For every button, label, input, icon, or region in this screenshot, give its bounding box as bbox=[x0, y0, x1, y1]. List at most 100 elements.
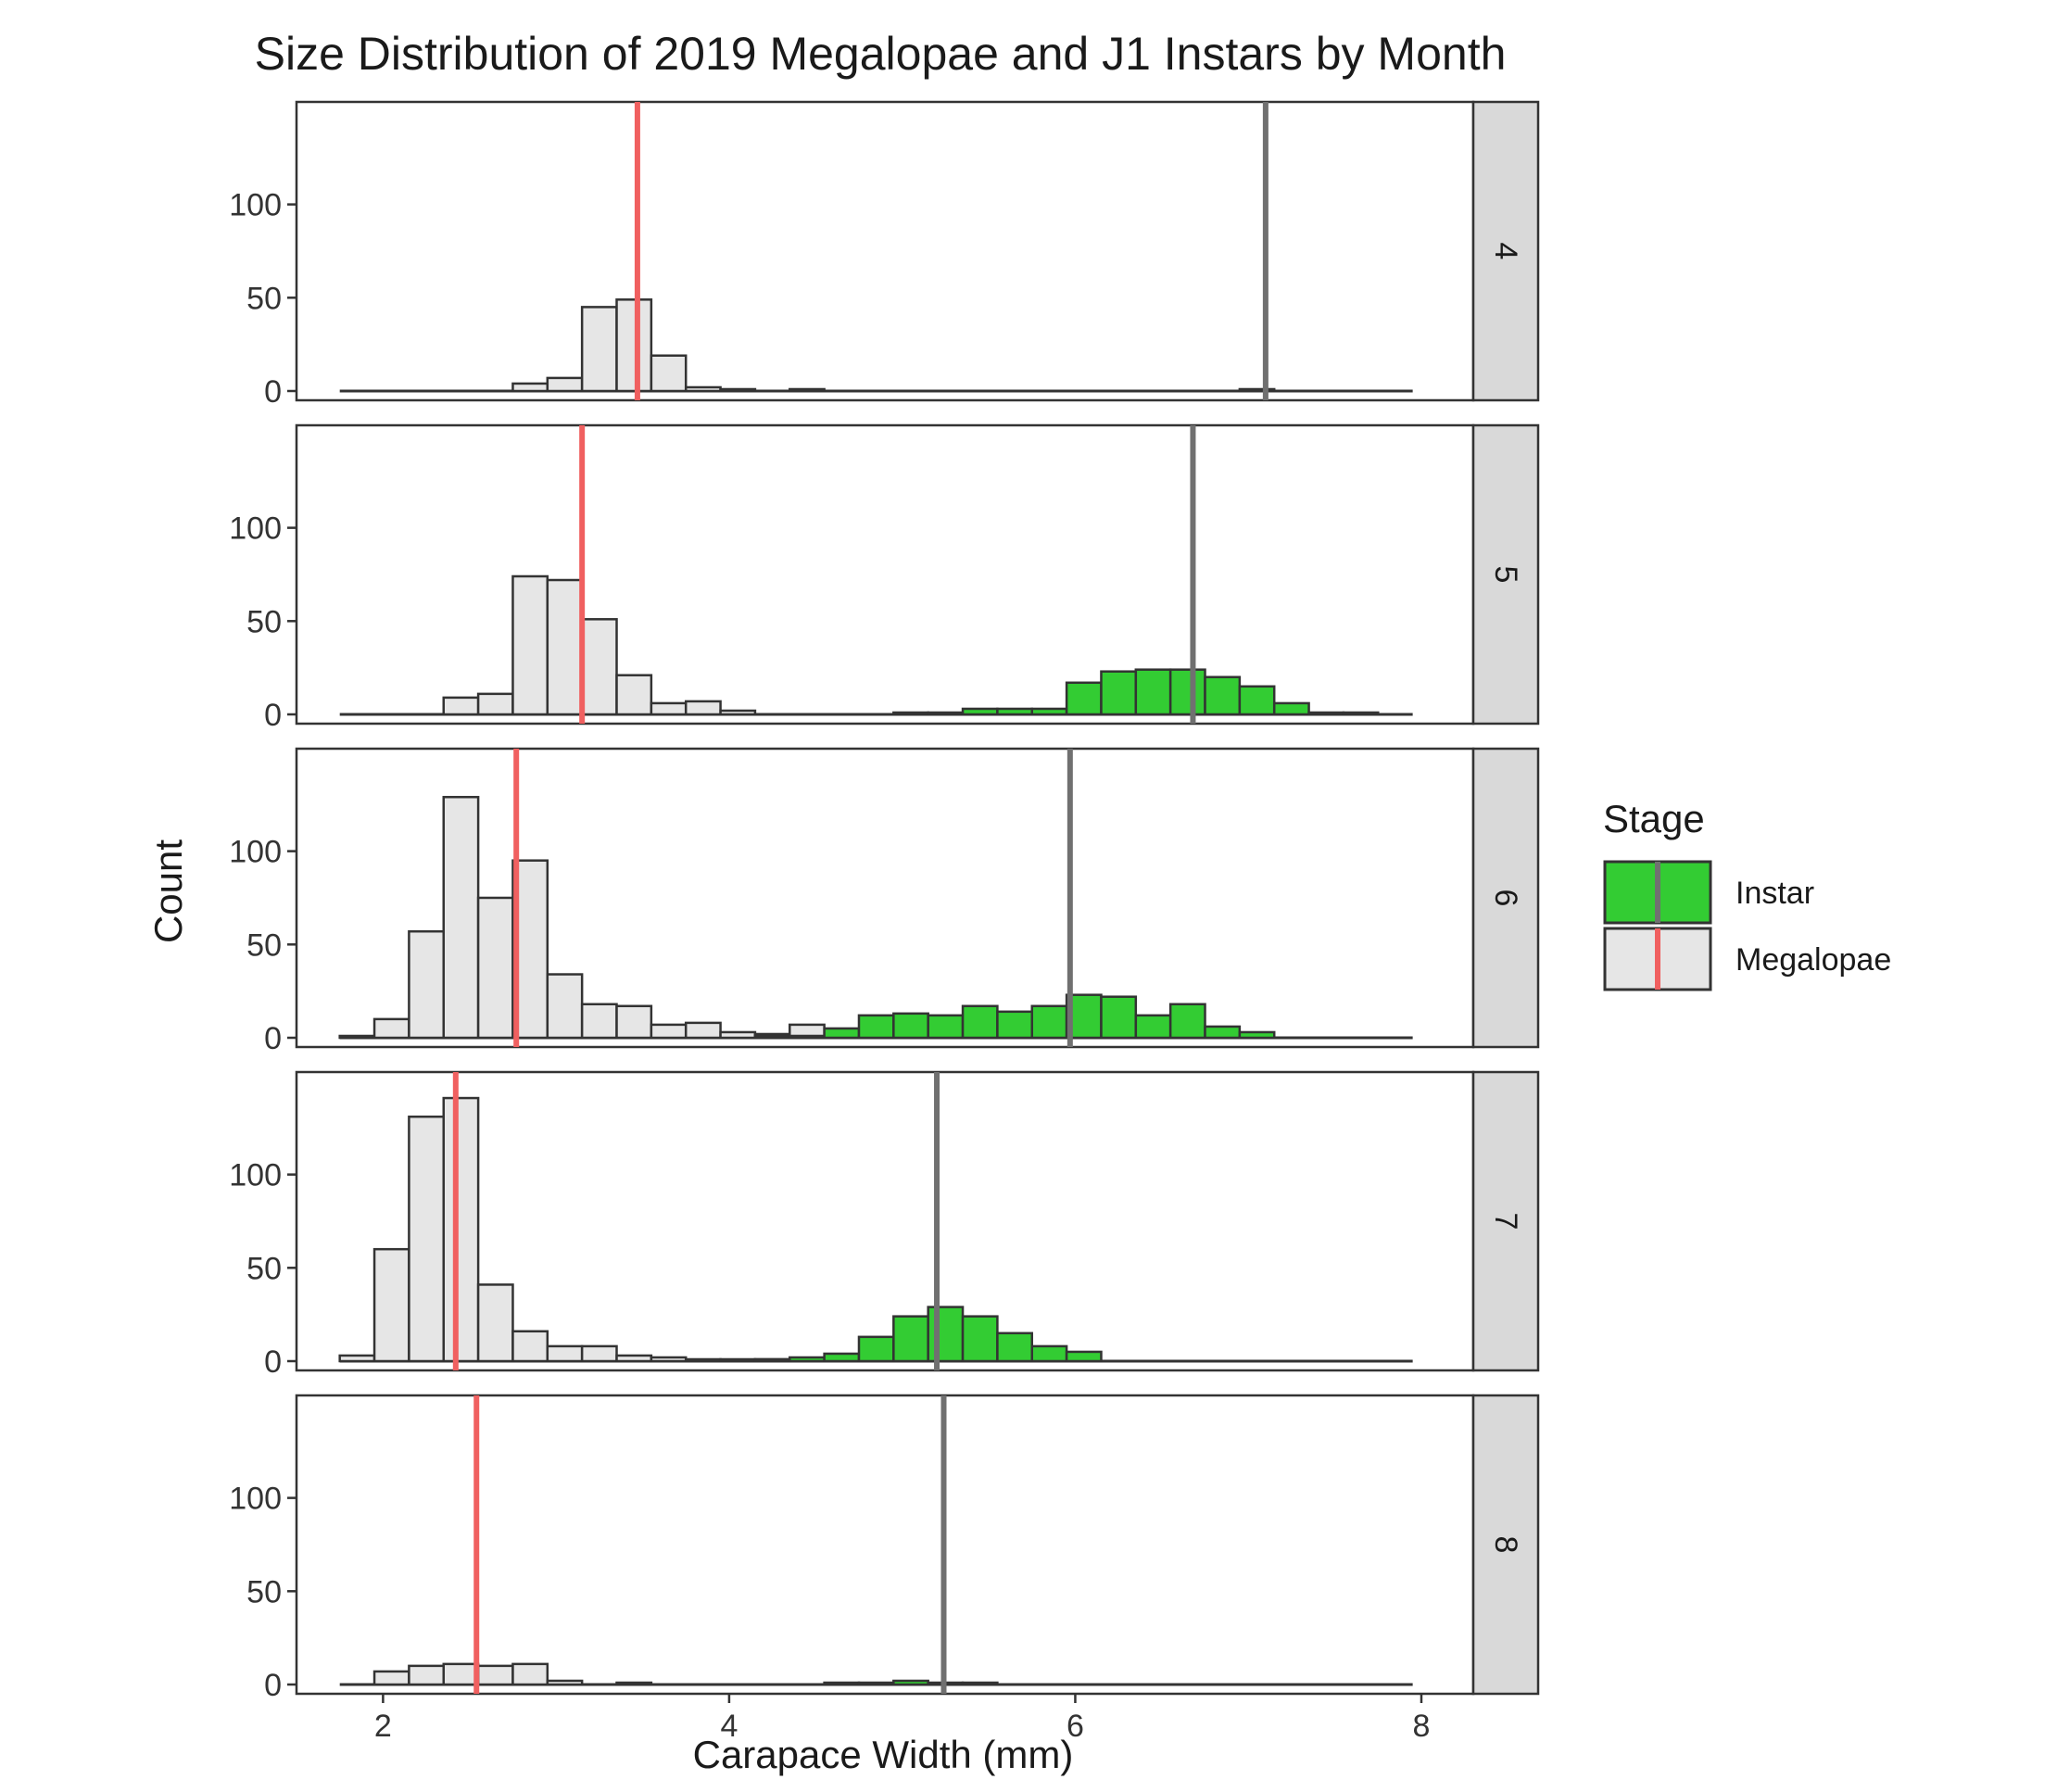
instar-bar bbox=[892, 1679, 929, 1686]
instar-bar bbox=[996, 1331, 1034, 1363]
megalopae-bar bbox=[511, 1330, 549, 1363]
instar-bar bbox=[996, 1010, 1034, 1040]
instar-bar bbox=[1238, 387, 1276, 393]
megalopae-bar bbox=[372, 1670, 410, 1686]
legend-entries: Instar Megalopae bbox=[1603, 860, 1891, 991]
instar-bar bbox=[1065, 1350, 1103, 1363]
facet-panel-6: 0 50 100 6 bbox=[229, 747, 1540, 1056]
megalopae-bar bbox=[546, 578, 584, 716]
megalopae-bar bbox=[719, 387, 757, 393]
megalopae-bar bbox=[408, 1664, 446, 1686]
x-tick-label: 4 bbox=[720, 1709, 738, 1744]
megalopae-bar bbox=[650, 354, 688, 393]
instar-bar bbox=[1030, 1344, 1068, 1363]
instar-bar bbox=[961, 1315, 999, 1363]
legend: Stage Instar Megalopae bbox=[1603, 797, 1891, 991]
panel-frame bbox=[295, 100, 1475, 402]
y-tick-label: 0 bbox=[264, 698, 282, 733]
instar-bar bbox=[1204, 1025, 1242, 1040]
x-tick-label: 8 bbox=[1413, 1709, 1431, 1744]
legend-entry-megalopae: Megalopae bbox=[1603, 927, 1891, 991]
facet-panel-8: 0 50 100 8 bbox=[229, 1394, 1540, 1703]
facet-strip-label: 4 bbox=[1488, 243, 1523, 260]
legend-title: Stage bbox=[1603, 797, 1705, 840]
legend-label: Instar bbox=[1736, 876, 1814, 911]
instar-bar bbox=[1168, 1003, 1206, 1040]
megalopae-bar bbox=[615, 674, 653, 716]
megalopae-bar bbox=[476, 896, 514, 1040]
megalopae-bar bbox=[511, 574, 549, 716]
y-tick-label: 100 bbox=[229, 511, 282, 547]
facet-strip bbox=[1471, 423, 1540, 726]
facet-strip-label: 6 bbox=[1488, 890, 1523, 907]
facet-strip bbox=[1471, 747, 1540, 1049]
instar-bar bbox=[927, 711, 965, 716]
facet-strip bbox=[1471, 1070, 1540, 1372]
megalopae-bar bbox=[546, 1679, 584, 1686]
y-tick-label: 50 bbox=[246, 281, 282, 316]
instar-bar bbox=[857, 1014, 895, 1040]
megalopae-bar bbox=[511, 382, 549, 393]
y-tick-label: 50 bbox=[246, 1251, 282, 1286]
facet-panel-7: 0 50 100 7 bbox=[229, 1070, 1540, 1380]
instar-bar bbox=[857, 1335, 895, 1363]
megalopae-bar bbox=[408, 929, 446, 1040]
facet-strip bbox=[1471, 100, 1540, 402]
instar-bar bbox=[1307, 711, 1345, 716]
megalopae-bar bbox=[372, 1017, 410, 1040]
megalopae-bar bbox=[442, 1662, 480, 1686]
megalopae-bar bbox=[476, 692, 514, 716]
instar-bar bbox=[1030, 1004, 1068, 1040]
megalopae-bar bbox=[372, 1247, 410, 1363]
instar-bar bbox=[857, 1681, 895, 1686]
instar-bar bbox=[1100, 995, 1138, 1040]
megalopae-bar bbox=[684, 700, 722, 716]
facet-strip-label: 5 bbox=[1488, 566, 1523, 584]
instar-bar bbox=[892, 1012, 929, 1040]
instar-bar bbox=[823, 1027, 861, 1040]
panel-frame bbox=[295, 1394, 1475, 1696]
megalopae-bar bbox=[546, 1344, 584, 1363]
instar-bar bbox=[789, 1356, 826, 1363]
megalopae-bar bbox=[615, 298, 653, 393]
y-tick-label: 0 bbox=[264, 374, 282, 410]
y-tick-label: 100 bbox=[229, 188, 282, 223]
megalopae-bar bbox=[580, 618, 618, 716]
y-tick-label: 100 bbox=[229, 1158, 282, 1193]
megalopae-bar bbox=[719, 709, 757, 716]
megalopae-bar bbox=[615, 1004, 653, 1040]
megalopae-bar bbox=[650, 1023, 688, 1040]
y-tick-label: 100 bbox=[229, 835, 282, 870]
megalopae-bar bbox=[476, 1283, 514, 1363]
megalopae-bar bbox=[511, 1662, 549, 1686]
instar-bar bbox=[892, 711, 929, 716]
instar-bar bbox=[892, 1315, 929, 1363]
megalopae-bar bbox=[338, 1354, 376, 1363]
instar-bar bbox=[961, 1004, 999, 1040]
y-tick-label: 0 bbox=[264, 1021, 282, 1056]
megalopae-bar bbox=[546, 973, 584, 1040]
y-tick-label: 0 bbox=[264, 1668, 282, 1703]
instar-bar bbox=[927, 1306, 965, 1363]
instar-bar bbox=[1065, 681, 1103, 716]
megalopae-bar bbox=[580, 1003, 618, 1040]
facet-panel-4: 0 50 100 4 bbox=[229, 100, 1540, 410]
megalopae-bar bbox=[580, 1344, 618, 1363]
megalopae-bar bbox=[442, 795, 480, 1040]
megalopae-bar bbox=[789, 387, 826, 393]
megalopae-bar bbox=[615, 1354, 653, 1363]
chart-title: Size Distribution of 2019 Megalopae and … bbox=[255, 28, 1507, 80]
instar-bar bbox=[1030, 707, 1068, 716]
instar-bar bbox=[753, 1357, 791, 1363]
instar-bar bbox=[996, 707, 1034, 716]
megalopae-bar bbox=[684, 385, 722, 393]
instar-bar bbox=[1100, 670, 1138, 716]
instar-bar bbox=[1134, 1014, 1172, 1040]
instar-bar bbox=[753, 1034, 791, 1040]
instar-bar bbox=[927, 1014, 965, 1040]
y-axis-title: Count bbox=[146, 839, 190, 943]
instar-bar bbox=[823, 1352, 861, 1363]
y-tick-label: 50 bbox=[246, 1574, 282, 1609]
panel-frame bbox=[295, 423, 1475, 726]
x-axis-title: Carapace Width (mm) bbox=[693, 1733, 1074, 1776]
